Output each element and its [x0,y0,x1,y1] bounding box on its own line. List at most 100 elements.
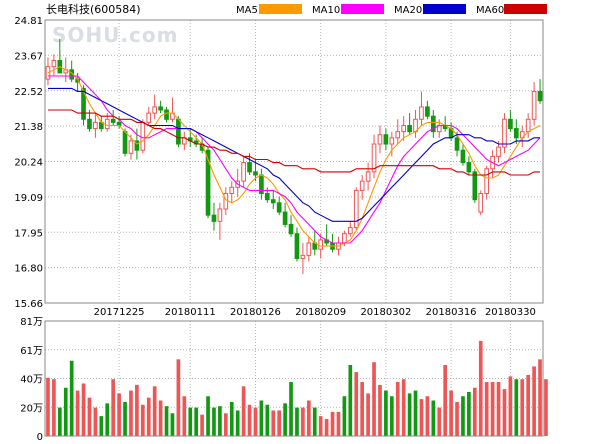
candle [270,190,276,209]
candle-body [365,171,371,182]
volume-bar [87,397,92,436]
volume-bar [135,384,139,436]
price-tick-label: 16.80 [14,264,43,275]
volume-bar [158,400,163,436]
volume-bar [324,418,329,436]
volume-bar [229,401,234,436]
candle [395,119,401,145]
candle-body [93,121,98,130]
volume-bar [395,382,400,436]
price-tick-label: 15.66 [14,299,43,310]
candle-body [128,140,134,154]
candle-body [401,124,407,133]
volume-bar [401,379,406,436]
legend-label-ma60: MA60 [476,5,504,16]
volume-bar [46,377,50,436]
volume-tick-label: 61万 [20,346,43,357]
volume-bar [152,386,157,436]
volume-bar [496,382,501,436]
volume-bar [170,413,175,436]
candle [217,202,223,240]
candle [353,187,359,231]
candle-body [158,106,163,111]
candle-body [300,254,306,259]
price-tick-label: 20.24 [14,158,43,169]
candle-body [496,146,501,157]
candle-body [454,137,460,151]
candle [371,134,377,179]
volume-bar [283,403,287,436]
candle [537,79,543,104]
volume-bar [271,410,276,436]
candle [454,131,460,157]
volume-bar [407,393,412,436]
candle-body [247,162,252,173]
candle [389,131,395,157]
volume-bar [472,387,477,436]
candle-body [419,106,424,120]
candle-body [134,140,140,151]
volume-bar [277,410,282,436]
candle [466,156,472,175]
candle [484,165,490,200]
volume-bar [188,407,193,436]
candle-body [525,118,531,133]
volume-bar [259,400,264,436]
candle-body [276,202,282,213]
volume-bar [455,401,459,436]
volume-bar [342,396,347,436]
candlestick-series [45,38,543,274]
legend-swatch-ma10 [341,4,384,14]
volume-bar [312,407,317,436]
volume-tick-label: 0 [37,432,43,440]
ma5-line [47,66,541,247]
volume-bar [532,366,536,436]
volume-bar [449,390,453,436]
candle-body [508,118,513,130]
candle-body [140,121,146,151]
ma10-line [48,75,541,244]
volume-bar [146,397,151,436]
legend-swatch-ma20 [423,4,466,14]
candle-body [110,118,116,123]
volume-bar [478,340,483,436]
candle [146,106,152,126]
candle-body [377,134,383,145]
volume-bar [348,365,353,436]
candle-body [294,233,300,259]
candle [383,128,389,151]
volume-bar [526,374,531,436]
watermark-text: SOHU.com [52,23,178,47]
candle-body [288,223,294,235]
volume-bar [164,406,169,436]
date-tick-label: 20171225 [94,307,145,318]
candle [282,202,288,228]
volume-axis-labels: 81万 61万 40万 20万 0 [20,317,43,443]
volume-bar [378,384,382,436]
candle [478,190,484,216]
volume-bar [117,393,121,436]
volume-tick-label: 40万 [20,375,43,386]
volume-bar [490,382,495,436]
volume-bar [200,414,204,436]
volume-bar [63,387,68,436]
volume-bar [52,379,56,436]
candle [294,227,300,262]
candle-body [282,211,288,225]
candle-body [51,60,57,68]
volume-bar [354,372,359,436]
volume-bar [235,410,240,436]
volume-bar [105,403,110,436]
candle-body [513,128,519,139]
candle-body [472,171,478,201]
candle-body [241,162,246,182]
volume-bar [140,404,145,436]
legend-label-ma10: MA10 [312,5,340,16]
candle-body [318,239,324,250]
volume-bar [389,396,394,436]
candle [288,215,294,237]
volume-bar [443,365,448,436]
